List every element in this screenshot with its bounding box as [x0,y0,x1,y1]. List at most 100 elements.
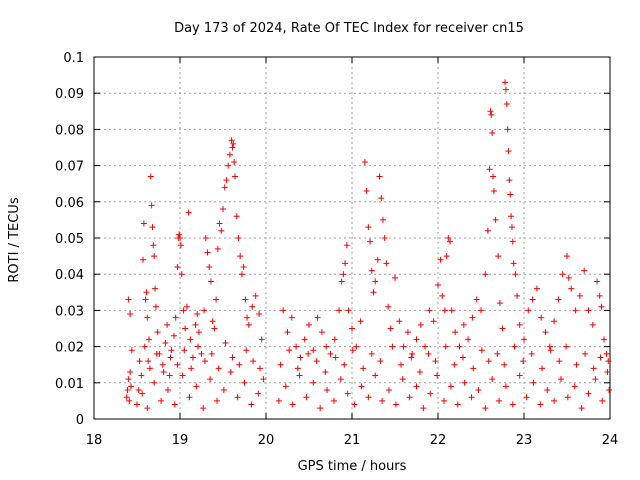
data-point [408,354,415,361]
data-point [590,365,597,372]
data-point [209,318,216,325]
data-point [372,278,379,285]
data-point [510,260,517,267]
data-point [385,303,392,310]
data-point [396,318,403,325]
data-point [234,394,241,401]
data-point [134,401,140,408]
data-point [228,137,235,144]
data-point [227,368,234,375]
data-point [492,216,499,223]
data-point [277,361,284,368]
data-point [576,292,583,299]
data-point [551,397,558,404]
data-point [150,242,157,249]
data-point [177,242,184,249]
data-point [229,354,236,361]
data-point [475,387,482,394]
data-point [367,238,374,245]
data-point [503,101,510,108]
data-point [372,372,379,379]
data-point [225,162,232,169]
data-point [220,387,227,394]
data-point [529,296,536,303]
data-point [398,361,405,368]
data-point [152,285,159,292]
data-point [385,387,392,394]
data-point [232,173,239,180]
data-point [152,303,159,310]
data-point [461,379,468,386]
data-point [250,358,257,365]
data-point [351,401,358,408]
data-point [241,379,248,386]
data-point [240,263,247,270]
data-point [501,361,508,368]
data-point [392,274,398,281]
data-point [365,394,372,401]
data-point [490,173,497,180]
data-point [202,235,209,241]
y-tick-label: 0 [76,413,84,428]
data-point [238,271,245,278]
data-point [600,336,607,343]
data-point [330,397,337,404]
data-point [142,296,149,303]
data-point [378,195,385,202]
data-point [296,372,303,379]
data-point [409,350,416,357]
data-point [148,202,155,209]
data-point [154,329,161,336]
data-point [126,397,133,404]
data-point [135,387,142,394]
data-point [381,235,388,241]
data-points [123,79,613,412]
data-point [249,303,256,310]
data-point [236,361,243,368]
data-point [349,325,355,332]
data-point [597,354,604,361]
data-point [340,271,347,278]
data-point [166,372,173,379]
data-point [525,307,532,314]
data-point [345,307,352,314]
data-point [193,383,200,390]
data-point [182,325,189,332]
data-point [140,256,147,263]
data-point [377,358,384,365]
data-point [280,307,287,314]
data-point [442,343,449,350]
data-point [323,343,330,350]
data-point [547,347,554,354]
data-point [171,401,178,408]
data-point [533,285,540,292]
data-point [365,224,372,231]
y-tick-label: 0.02 [55,341,84,356]
data-point [598,303,605,310]
data-point [256,311,263,318]
data-point [422,343,429,350]
data-point [478,307,484,314]
data-point [505,148,512,155]
data-point [470,365,477,372]
data-point [568,285,575,292]
data-point [174,263,181,270]
data-point [222,339,229,346]
data-point [138,372,145,379]
data-point [556,358,563,365]
data-point [204,249,211,256]
data-point [459,354,466,361]
data-point [284,329,291,336]
data-point [530,379,537,386]
data-point [528,350,535,357]
data-point [489,376,496,383]
data-point [162,339,169,346]
data-point [400,343,407,350]
data-point [140,220,147,227]
data-point [252,292,259,299]
data-point [160,368,167,375]
data-point [441,397,448,404]
x-tick-label: 22 [430,433,447,448]
data-point [404,329,411,336]
data-point [427,390,434,397]
